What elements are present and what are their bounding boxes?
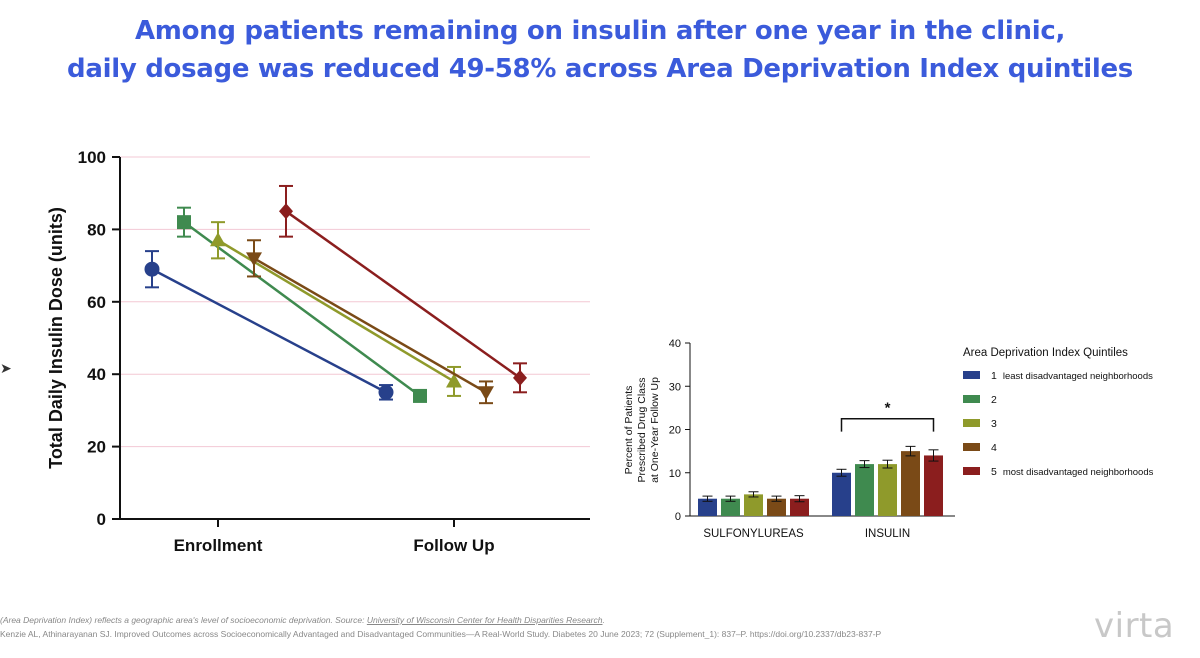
legend-swatch-q3 bbox=[963, 419, 980, 427]
line-series-5 bbox=[279, 184, 527, 394]
slide-title: Among patients remaining on insulin afte… bbox=[0, 12, 1200, 88]
bar-chart: 0 10 20 30 40 Percent of Patients Prescribed D… bbox=[623, 338, 1154, 540]
legend-swatch-q4 bbox=[963, 443, 980, 451]
bar-y-tick-label-40: 40 bbox=[669, 338, 681, 350]
bar-insulin-q5 bbox=[924, 455, 943, 516]
footnote-adi-definition: (Area Deprivation Index) reflects a geog… bbox=[0, 615, 605, 625]
legend-swatch-q5 bbox=[963, 467, 980, 475]
legend-label-q5: 5 most disadvantaged neighborhoods bbox=[991, 466, 1154, 478]
footnote-source-link[interactable]: University of Wisconsin Center for Healt… bbox=[366, 615, 603, 625]
legend-title: Area Deprivation Index Quintiles bbox=[963, 347, 1128, 359]
legend-text-q5: most disadvantaged neighborhoods bbox=[1003, 467, 1154, 478]
legend-label-q1: 1 least disadvantaged neighborhoods bbox=[991, 370, 1153, 382]
y-tick-label-20: 20 bbox=[87, 438, 106, 457]
legend-num-q1: 1 bbox=[991, 370, 997, 382]
bar-group-insulin bbox=[832, 445, 943, 516]
y-tick-label-0: 0 bbox=[97, 510, 106, 529]
bar-insulin-q4 bbox=[901, 451, 920, 516]
bar-y-axis-title-line-3: at One-Year Follow Up bbox=[649, 377, 661, 483]
bar-group-sulfonylureas bbox=[698, 491, 809, 516]
legend-text-q1: least disadvantaged neighborhoods bbox=[1003, 371, 1153, 382]
point-2-follow-up bbox=[413, 388, 427, 403]
virta-logo: virta bbox=[1094, 606, 1175, 646]
bar-sulfonylureas-q5 bbox=[790, 498, 809, 516]
y-tick-label-100: 100 bbox=[78, 148, 106, 167]
significance-bracket bbox=[840, 417, 935, 432]
legend-num-q3: 3 bbox=[991, 418, 997, 430]
bar-y-axis-title-line-1: Percent of Patients bbox=[623, 386, 635, 475]
significance-asterisk: * bbox=[885, 400, 891, 417]
point-3-enrollment bbox=[210, 232, 226, 247]
line-series-2 bbox=[177, 206, 427, 403]
line-series-1 bbox=[144, 250, 394, 401]
bar-y-tick-label-20: 20 bbox=[669, 425, 681, 437]
bar-sulfonylureas-q2 bbox=[721, 498, 740, 516]
series-line-5 bbox=[285, 210, 521, 379]
legend-label-q3: 3 bbox=[991, 418, 997, 430]
series-line-3 bbox=[217, 239, 455, 383]
x-tick-label-enrollment: Enrollment bbox=[174, 536, 263, 555]
point-4-enrollment bbox=[246, 252, 262, 267]
bar-sulfonylureas-q1 bbox=[698, 498, 717, 516]
bar-sulfonylureas-q3 bbox=[744, 494, 763, 516]
point-1-follow-up bbox=[378, 384, 394, 400]
line-series-3 bbox=[210, 221, 462, 397]
title-line-2: daily dosage was reduced 49-58% across A… bbox=[67, 54, 1133, 84]
legend-num-q2: 2 bbox=[991, 394, 997, 406]
mouse-cursor-icon: ➤ bbox=[0, 360, 12, 376]
legend-swatch-q2 bbox=[963, 395, 980, 403]
bar-y-tick-label-10: 10 bbox=[669, 468, 681, 480]
bar-sulfonylureas-q4 bbox=[767, 498, 786, 516]
line-series-4 bbox=[246, 239, 494, 405]
bar-insulin-q3 bbox=[878, 464, 897, 516]
y-tick-label-60: 60 bbox=[87, 293, 106, 312]
bar-x-tick-label-insulin: INSULIN bbox=[865, 528, 910, 540]
bar-insulin-q1 bbox=[832, 472, 851, 516]
y-axis-title: Total Daily Insulin Dose (units) bbox=[46, 207, 66, 469]
series-line-4 bbox=[253, 257, 487, 394]
point-3-follow-up bbox=[446, 373, 462, 388]
footnote-adi-end: . bbox=[602, 615, 605, 625]
footnote-adi-text: (Area Deprivation Index) reflects a geog… bbox=[0, 615, 367, 625]
footnote-citation: Kenzie AL, Athinarayanan SJ. Improved Ou… bbox=[0, 629, 882, 639]
title-line-1: Among patients remaining on insulin afte… bbox=[134, 16, 1066, 46]
legend-label-q4: 4 bbox=[991, 442, 997, 454]
y-tick-label-80: 80 bbox=[87, 220, 106, 239]
point-2-enrollment bbox=[177, 215, 191, 230]
point-5-enrollment bbox=[279, 203, 293, 220]
x-tick-label-follow-up: Follow Up bbox=[413, 536, 494, 555]
bar-insulin-q2 bbox=[855, 464, 874, 516]
bar-legend: Area Deprivation Index Quintiles 1 least d… bbox=[963, 347, 1154, 478]
bar-x-tick-label-sulfonylureas: SULFONYLUREAS bbox=[703, 528, 804, 540]
legend-label-q2: 2 bbox=[991, 394, 997, 406]
point-5-follow-up bbox=[513, 369, 527, 386]
legend-num-q4: 4 bbox=[991, 442, 997, 454]
bar-y-tick-label-30: 30 bbox=[669, 381, 681, 393]
line-chart: 0 20 40 60 80 100 Enrollment Follow Up Total Dai… bbox=[46, 148, 590, 555]
legend-num-q5: 5 bbox=[991, 466, 997, 478]
y-tick-label-40: 40 bbox=[87, 365, 106, 384]
legend-swatch-q1 bbox=[963, 371, 980, 379]
bar-y-axis-title-line-2: Prescribed Drug Class bbox=[636, 377, 648, 482]
point-4-follow-up bbox=[478, 386, 494, 401]
series-line-1 bbox=[151, 268, 387, 394]
bar-y-tick-label-0: 0 bbox=[675, 511, 681, 523]
series-line-2 bbox=[183, 221, 421, 397]
point-1-enrollment bbox=[144, 261, 160, 277]
